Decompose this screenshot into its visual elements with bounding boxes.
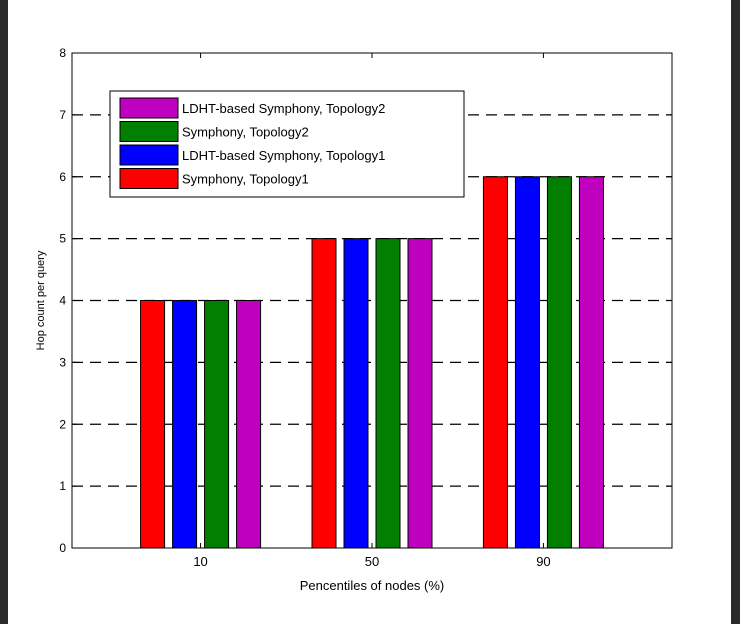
legend-swatch — [119, 144, 179, 166]
y-tick-label: 5 — [59, 232, 66, 246]
legend-label: LDHT-based Symphony, Topology1 — [182, 148, 385, 163]
left-frame-border — [0, 0, 8, 624]
y-tick-label: 4 — [59, 294, 66, 308]
bar — [204, 300, 230, 549]
y-axis-label: Hop count per query — [35, 250, 47, 350]
x-tick-label: 50 — [365, 554, 379, 569]
y-tick-label: 1 — [59, 479, 66, 493]
x-tick-label: 10 — [193, 554, 207, 569]
legend-swatch — [119, 168, 179, 189]
bar — [482, 176, 508, 549]
bar — [375, 238, 401, 549]
bar — [236, 300, 262, 549]
bars — [140, 176, 604, 549]
bar — [578, 176, 604, 549]
bar — [407, 238, 433, 549]
x-tick-label: 90 — [536, 554, 550, 569]
bar — [546, 176, 572, 549]
bar — [140, 300, 166, 549]
legend-label: LDHT-based Symphony, Topology2 — [182, 101, 385, 116]
legend-label: Symphony, Topology1 — [182, 172, 309, 187]
bar — [514, 176, 540, 549]
x-axis-label: Pencentiles of nodes (%) — [300, 578, 445, 593]
y-tick-label: 0 — [59, 541, 66, 555]
y-tick-label: 3 — [59, 355, 66, 369]
legend: LDHT-based Symphony, Topology2 Symphony, … — [109, 90, 465, 198]
y-tick-label: 8 — [59, 46, 66, 60]
bar — [311, 238, 337, 549]
legend-label: Symphony, Topology2 — [182, 125, 309, 140]
right-frame-border — [731, 0, 740, 624]
y-tick-label: 7 — [59, 108, 66, 122]
bar — [172, 300, 198, 549]
legend-swatch — [119, 97, 179, 119]
ticks: 0 1 2 3 4 5 6 7 8 10 50 90 — [59, 46, 672, 569]
bar — [343, 238, 369, 549]
y-tick-label: 2 — [59, 417, 66, 431]
y-tick-label: 6 — [59, 170, 66, 184]
legend-swatch — [119, 121, 179, 142]
